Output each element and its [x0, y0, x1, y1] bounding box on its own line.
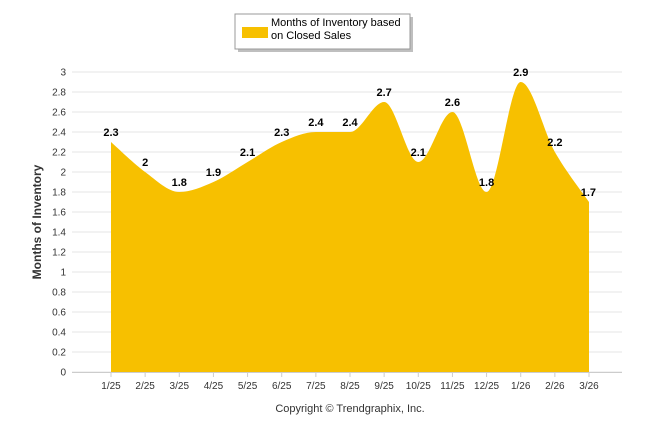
data-label: 2.3: [103, 127, 118, 139]
y-tick-label: 2: [60, 168, 66, 179]
x-tick-label: 12/25: [474, 381, 499, 392]
y-tick-label: 0.6: [52, 308, 66, 319]
legend-label-line1: Months of Inventory based: [271, 17, 401, 29]
x-tick-label: 2/26: [545, 381, 565, 392]
y-axis-ticks: 0 0.2 0.4 0.6 0.8 1 1.2 1.4 1.6 1.8 2 2.2 2.4 2.6 2.8 3: [52, 68, 66, 379]
y-tick-label: 1.2: [52, 248, 66, 259]
data-label: 2.3: [274, 127, 289, 139]
data-label: 2.2: [547, 137, 562, 149]
x-tick-label: 7/25: [306, 381, 326, 392]
y-tick-label: 1.4: [52, 228, 66, 239]
data-label: 2.9: [513, 67, 528, 79]
data-labels: 2.3 2 1.8 1.9 2.1 2.3 2.4 2.4 2.7 2.1 2.6 1.8 2.9 2.2…: [103, 67, 596, 199]
y-tick-label: 0.2: [52, 348, 66, 359]
x-tick-label: 1/25: [101, 381, 121, 392]
y-tick-label: 0.4: [52, 328, 66, 339]
y-tick-label: 1.8: [52, 188, 66, 199]
data-label: 1.7: [581, 187, 596, 199]
x-tick-label: 10/25: [406, 381, 431, 392]
y-tick-label: 1.6: [52, 208, 66, 219]
data-label: 2.1: [411, 147, 426, 159]
y-tick-label: 3: [60, 68, 66, 79]
data-label: 1.9: [206, 167, 221, 179]
x-tick-label: 5/25: [238, 381, 258, 392]
x-tick-label: 8/25: [340, 381, 360, 392]
x-tick-label: 1/26: [511, 381, 531, 392]
legend[interactable]: Months of Inventory based on Closed Sale…: [234, 13, 413, 52]
data-label: 2.7: [376, 87, 391, 99]
x-tick-label: 2/25: [135, 381, 155, 392]
x-tick-label: 9/25: [374, 381, 394, 392]
copyright-text: Copyright © Trendgraphix, Inc.: [275, 403, 424, 415]
data-label: 2.1: [240, 147, 255, 159]
y-tick-label: 2.4: [52, 128, 66, 139]
x-tick-label: 11/25: [440, 381, 465, 392]
x-axis-ticks: 1/25 2/25 3/25 4/25 5/25 6/25 7/25 8/25 9/25 10/2…: [101, 372, 599, 392]
x-tick-label: 3/25: [170, 381, 190, 392]
legend-label-line2: on Closed Sales: [271, 30, 352, 42]
x-tick-label: 4/25: [204, 381, 224, 392]
y-tick-label: 0: [60, 368, 66, 379]
x-tick-label: 6/25: [272, 381, 292, 392]
y-tick-label: 1: [60, 268, 66, 279]
y-axis-title: Months of Inventory: [30, 164, 44, 279]
data-label: 1.8: [479, 177, 494, 189]
series-area: [111, 82, 589, 372]
data-label: 2.4: [342, 117, 358, 129]
data-label: 1.8: [172, 177, 187, 189]
data-label: 2.6: [445, 97, 460, 109]
x-tick-label: 3/26: [579, 381, 599, 392]
legend-swatch: [242, 27, 268, 38]
y-tick-label: 2.2: [52, 148, 66, 159]
data-label: 2: [142, 157, 148, 169]
data-label: 2.4: [308, 117, 324, 129]
y-tick-label: 0.8: [52, 288, 66, 299]
y-tick-label: 2.8: [52, 88, 66, 99]
y-tick-label: 2.6: [52, 108, 66, 119]
